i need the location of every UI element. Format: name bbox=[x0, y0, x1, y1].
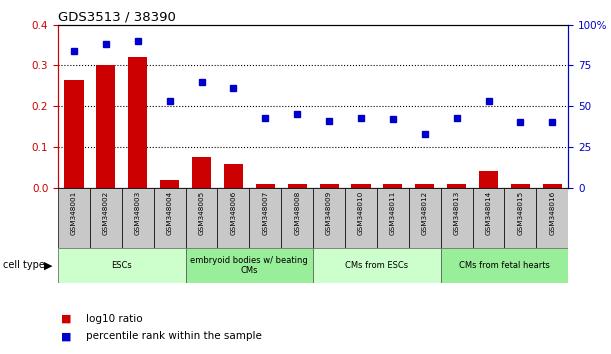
Text: percentile rank within the sample: percentile rank within the sample bbox=[86, 331, 262, 341]
Bar bbox=[511, 184, 530, 188]
Text: GSM348002: GSM348002 bbox=[103, 190, 109, 235]
Bar bbox=[351, 184, 370, 188]
Text: GSM348004: GSM348004 bbox=[167, 190, 173, 235]
Bar bbox=[441, 248, 568, 283]
Bar bbox=[383, 183, 403, 188]
Text: embryoid bodies w/ beating
CMs: embryoid bodies w/ beating CMs bbox=[191, 256, 308, 275]
Bar bbox=[186, 188, 218, 248]
Bar bbox=[249, 188, 281, 248]
Bar bbox=[472, 188, 505, 248]
Bar bbox=[154, 188, 186, 248]
Text: GSM348011: GSM348011 bbox=[390, 190, 396, 235]
Bar bbox=[58, 188, 90, 248]
Bar bbox=[58, 248, 186, 283]
Text: GSM348003: GSM348003 bbox=[135, 190, 141, 235]
Bar bbox=[345, 188, 377, 248]
Bar bbox=[536, 188, 568, 248]
Bar bbox=[313, 188, 345, 248]
Bar bbox=[256, 184, 275, 188]
Bar bbox=[90, 188, 122, 248]
Bar bbox=[160, 180, 179, 188]
Text: GDS3513 / 38390: GDS3513 / 38390 bbox=[58, 11, 176, 24]
Bar bbox=[409, 188, 441, 248]
Bar bbox=[441, 188, 472, 248]
Text: GSM348015: GSM348015 bbox=[518, 190, 524, 235]
Bar bbox=[313, 248, 441, 283]
Text: GSM348014: GSM348014 bbox=[486, 190, 491, 235]
Bar bbox=[505, 188, 536, 248]
Text: GSM348008: GSM348008 bbox=[294, 190, 300, 235]
Bar bbox=[186, 248, 313, 283]
Bar bbox=[320, 184, 338, 188]
Bar bbox=[224, 164, 243, 188]
Text: GSM348010: GSM348010 bbox=[358, 190, 364, 235]
Bar bbox=[218, 188, 249, 248]
Bar bbox=[64, 80, 84, 188]
Bar bbox=[97, 65, 115, 188]
Text: cell type: cell type bbox=[3, 261, 45, 270]
Bar bbox=[479, 171, 498, 188]
Bar bbox=[128, 57, 147, 188]
Text: GSM348009: GSM348009 bbox=[326, 190, 332, 235]
Bar bbox=[192, 157, 211, 188]
Text: GSM348012: GSM348012 bbox=[422, 190, 428, 235]
Bar bbox=[281, 188, 313, 248]
Text: GSM348007: GSM348007 bbox=[262, 190, 268, 235]
Text: GSM348013: GSM348013 bbox=[453, 190, 459, 235]
Text: GSM348001: GSM348001 bbox=[71, 190, 77, 235]
Bar bbox=[543, 184, 562, 188]
Bar bbox=[122, 188, 154, 248]
Bar bbox=[288, 184, 307, 188]
Text: CMs from ESCs: CMs from ESCs bbox=[345, 261, 409, 270]
Text: GSM348006: GSM348006 bbox=[230, 190, 236, 235]
Text: GSM348005: GSM348005 bbox=[199, 190, 205, 235]
Text: ■: ■ bbox=[61, 331, 71, 341]
Text: ■: ■ bbox=[61, 314, 71, 324]
Bar bbox=[377, 188, 409, 248]
Text: ESCs: ESCs bbox=[111, 261, 132, 270]
Bar bbox=[415, 184, 434, 188]
Text: ▶: ▶ bbox=[44, 261, 53, 270]
Bar bbox=[447, 183, 466, 188]
Text: GSM348016: GSM348016 bbox=[549, 190, 555, 235]
Text: CMs from fetal hearts: CMs from fetal hearts bbox=[459, 261, 550, 270]
Text: log10 ratio: log10 ratio bbox=[86, 314, 142, 324]
